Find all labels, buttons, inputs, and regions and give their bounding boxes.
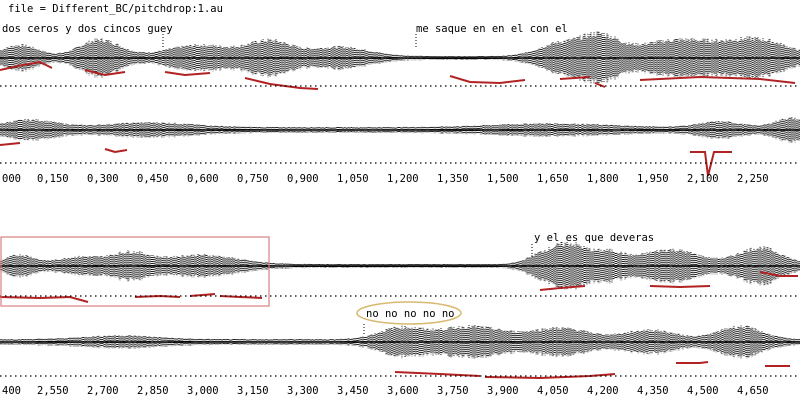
pitch-track-top: [0, 60, 796, 90]
selection-box[interactable]: [0, 236, 270, 307]
file-label: file = Different_BC/pitchdrop:1.au: [8, 3, 223, 15]
waveform-channel-top: [0, 242, 800, 290]
time-tick-label: 4,350: [637, 385, 669, 397]
transcript-label: no no no no no: [366, 308, 455, 320]
pitch-segment: [676, 361, 709, 364]
pitch-segment: [394, 371, 481, 377]
pitch-track-top: [0, 271, 798, 303]
transcript-label: y el es que deveras: [534, 232, 654, 244]
pitch-track-bottom: [0, 142, 732, 177]
time-tick-label: 1,950: [637, 173, 669, 185]
pitch-segment: [164, 71, 211, 77]
time-tick-label: 0,300: [87, 173, 119, 185]
pitch-segment: [449, 75, 526, 85]
transcript-label: dos ceros y dos cincos guey: [2, 23, 173, 35]
pitch-segment: [0, 60, 53, 71]
pitch-segment: [649, 285, 711, 289]
time-tick-label: 3,000: [187, 385, 219, 397]
time-tick-label: 0,750: [237, 173, 269, 185]
pitch-segment: [539, 285, 586, 291]
time-axis: 000 0,150 0,300 0,450 0,600 0,750 0,900 …: [2, 173, 769, 185]
time-tick-label: 2,250: [737, 173, 769, 185]
time-axis: 400 2,550 2,700 2,850 3,000 3,150 3,300 …: [2, 385, 769, 397]
waveform-channel-bottom: [0, 117, 800, 143]
time-tick-label: 1,800: [587, 173, 619, 185]
time-tick-label: 3,150: [237, 385, 269, 397]
time-tick-label: 2,700: [87, 385, 119, 397]
time-tick-label: 0,600: [187, 173, 219, 185]
pitch-segment: [244, 77, 319, 90]
pitch-segment: [559, 76, 591, 80]
time-tick-label: 1,350: [437, 173, 469, 185]
time-tick-label: 4,200: [587, 385, 619, 397]
pitch-segment: [484, 373, 616, 380]
pitch-segment: [84, 69, 126, 77]
time-tick-label: 3,900: [487, 385, 519, 397]
time-tick-label: 1,500: [487, 173, 519, 185]
pitch-segment: [759, 271, 798, 277]
transcript-label: me saque en en el con el: [416, 23, 568, 35]
time-tick-label: 2,850: [137, 385, 169, 397]
time-tick-label: 000: [2, 173, 21, 185]
waveform-channel-top: [0, 31, 800, 85]
pitch-segment: [189, 293, 216, 297]
time-tick-label: 0,900: [287, 173, 319, 185]
pitch-segment: [690, 151, 732, 177]
strip-2[interactable]: y el es que deveras no no no no no 400 2…: [0, 232, 800, 397]
pitch-segment: [134, 294, 181, 298]
time-tick-label: 3,300: [287, 385, 319, 397]
pitch-segment: [219, 295, 263, 299]
time-tick-label: 2,550: [37, 385, 69, 397]
pitch-segment: [639, 75, 796, 84]
time-tick-label: 3,450: [337, 385, 369, 397]
time-tick-label: 1,050: [337, 173, 369, 185]
time-tick-label: 0,450: [137, 173, 169, 185]
time-tick-label: 4,050: [537, 385, 569, 397]
time-tick-label: 3,750: [437, 385, 469, 397]
time-tick-label: 1,650: [537, 173, 569, 185]
time-tick-label: 4,500: [687, 385, 719, 397]
pitch-segment: [594, 82, 606, 88]
pitch-segment: [104, 148, 128, 154]
time-tick-label: 0,150: [37, 173, 69, 185]
pitch-track-bottom: [394, 361, 790, 380]
pitch-segment: [0, 295, 89, 303]
strip-1[interactable]: dos ceros y dos cincos guey me saque en …: [0, 23, 800, 185]
time-tick-label: 3,600: [387, 385, 419, 397]
time-tick-label: 2,100: [687, 173, 719, 185]
highlight-ellipse[interactable]: [356, 301, 462, 325]
time-tick-label: 4,650: [737, 385, 769, 397]
waveform-channel-bottom: [0, 325, 800, 359]
pitch-segment: [0, 142, 21, 146]
time-tick-label: 400: [2, 385, 21, 397]
time-tick-label: 1,200: [387, 173, 419, 185]
